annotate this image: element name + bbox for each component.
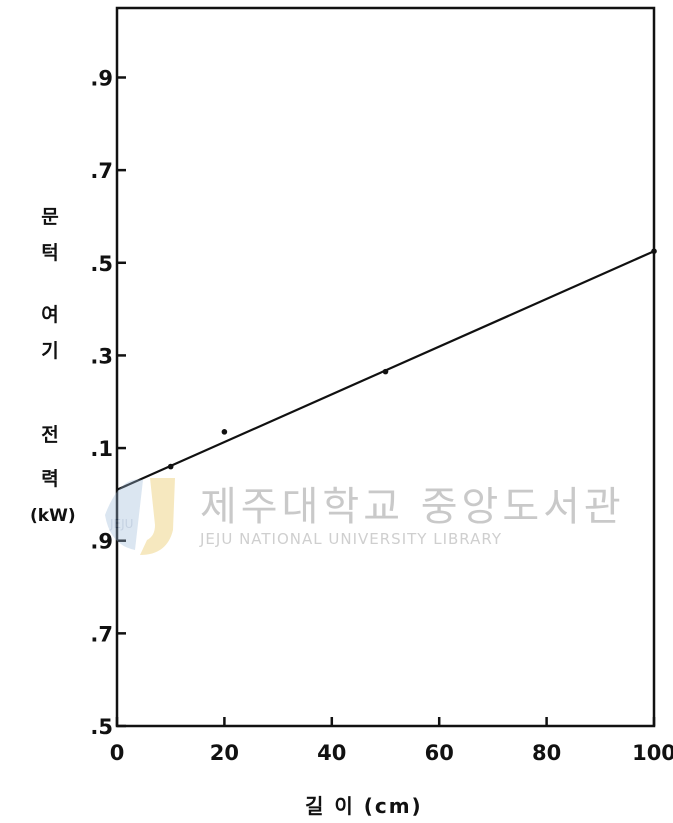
y-axis-label-3: 여 bbox=[41, 304, 59, 326]
plot-frame bbox=[115, 6, 656, 728]
watermark-subtitle: JEJU NATIONAL UNIVERSITY LIBRARY bbox=[200, 530, 502, 548]
y-tick-label: .1 bbox=[90, 437, 113, 461]
x-tick-label: 100 bbox=[632, 741, 673, 765]
watermark-title: 제주대학교 중앙도서관 bbox=[200, 484, 625, 530]
x-axis-ticks: 0 20 40 60 80 100 bbox=[110, 717, 673, 765]
y-axis-label-6: 력 bbox=[41, 468, 59, 490]
y-axis-ticks: .5 .7 .9 .1 .3 .5 .7 .9 bbox=[90, 66, 126, 739]
x-axis-label: 길 이 (cm) bbox=[305, 794, 423, 818]
y-tick-label: .3 bbox=[90, 344, 113, 368]
y-tick-label: .9 bbox=[90, 66, 113, 90]
y-axis-label-2: 턱 bbox=[41, 242, 59, 264]
y-axis-label-7: (kW) bbox=[30, 506, 76, 526]
series bbox=[116, 248, 657, 491]
data-point bbox=[651, 248, 657, 254]
y-axis-label-1: 문 bbox=[41, 206, 59, 228]
x-tick-label: 0 bbox=[110, 741, 125, 765]
y-tick-label: .9 bbox=[90, 530, 113, 554]
data-point bbox=[382, 368, 389, 375]
library-logo-text: JEJU bbox=[109, 517, 133, 531]
y-axis-label-5: 전 bbox=[41, 424, 59, 446]
data-point bbox=[221, 429, 228, 435]
x-tick-label: 60 bbox=[425, 741, 454, 765]
x-tick-label: 80 bbox=[532, 741, 561, 765]
y-tick-label: .7 bbox=[90, 622, 113, 646]
y-tick-label: .5 bbox=[90, 715, 113, 739]
x-tick-label: 20 bbox=[210, 741, 239, 765]
library-logo: JEJU bbox=[105, 478, 175, 555]
y-tick-label: .5 bbox=[90, 252, 113, 276]
data-point bbox=[167, 463, 174, 470]
y-axis-label-4: 기 bbox=[41, 340, 59, 362]
x-tick-label: 40 bbox=[317, 741, 346, 765]
y-tick-label: .7 bbox=[90, 159, 113, 183]
